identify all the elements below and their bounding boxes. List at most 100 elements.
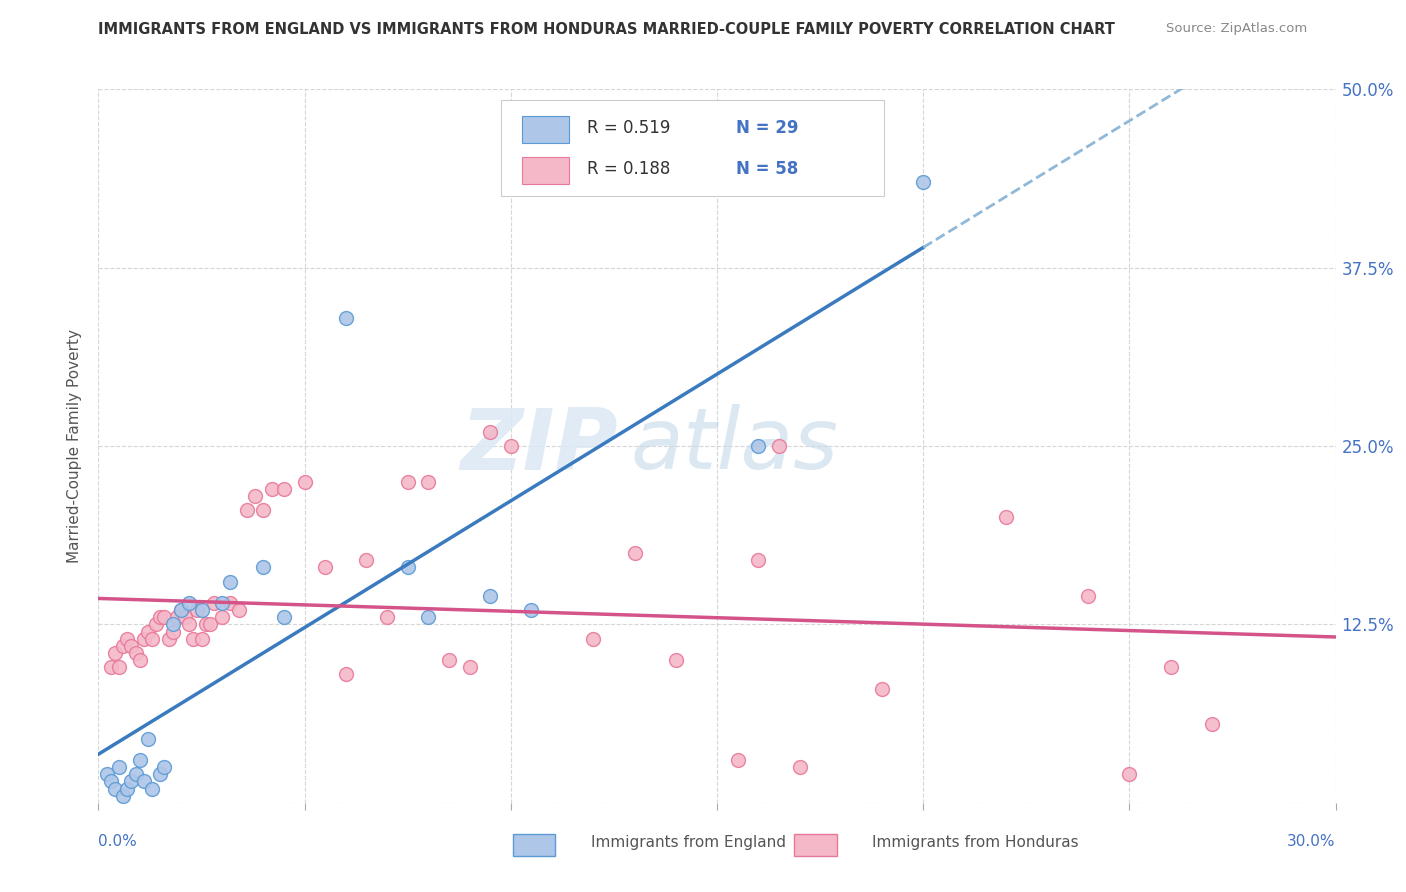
- Point: [520, 603, 543, 617]
- Point: [153, 610, 176, 624]
- Point: [112, 639, 135, 653]
- Point: [236, 503, 259, 517]
- Point: [458, 660, 481, 674]
- Point: [252, 503, 274, 517]
- Point: [260, 482, 283, 496]
- Point: [108, 660, 131, 674]
- Point: [117, 632, 139, 646]
- Point: [104, 781, 127, 796]
- Point: [141, 781, 163, 796]
- Point: [117, 781, 139, 796]
- Y-axis label: Married-Couple Family Poverty: Married-Couple Family Poverty: [67, 329, 83, 563]
- Point: [198, 617, 221, 632]
- Point: [211, 610, 233, 624]
- Point: [120, 639, 142, 653]
- Point: [437, 653, 460, 667]
- Point: [243, 489, 266, 503]
- Point: [112, 789, 135, 803]
- Point: [132, 774, 155, 789]
- Point: [479, 425, 502, 439]
- Point: [96, 767, 118, 781]
- Text: N = 58: N = 58: [735, 160, 797, 178]
- Point: [166, 610, 188, 624]
- Point: [219, 574, 242, 589]
- Point: [665, 653, 688, 667]
- Text: Source: ZipAtlas.com: Source: ZipAtlas.com: [1167, 22, 1308, 36]
- Point: [912, 175, 935, 189]
- Point: [162, 624, 184, 639]
- Point: [100, 774, 122, 789]
- Point: [104, 646, 127, 660]
- Point: [211, 596, 233, 610]
- Point: [157, 632, 180, 646]
- Point: [132, 632, 155, 646]
- Point: [418, 610, 440, 624]
- Point: [153, 760, 176, 774]
- Text: Immigrants from Honduras: Immigrants from Honduras: [872, 836, 1078, 850]
- Point: [582, 632, 605, 646]
- Point: [747, 439, 769, 453]
- Point: [108, 760, 131, 774]
- Point: [190, 603, 212, 617]
- Point: [1201, 717, 1223, 731]
- Text: R = 0.188: R = 0.188: [588, 160, 671, 178]
- Text: R = 0.519: R = 0.519: [588, 119, 671, 136]
- Point: [128, 653, 150, 667]
- Point: [128, 753, 150, 767]
- Point: [202, 596, 225, 610]
- Point: [479, 589, 502, 603]
- Point: [273, 482, 295, 496]
- Point: [314, 560, 336, 574]
- Point: [194, 617, 217, 632]
- Point: [136, 731, 159, 746]
- Point: [273, 610, 295, 624]
- Text: atlas: atlas: [630, 404, 838, 488]
- Point: [870, 681, 893, 696]
- Point: [499, 439, 522, 453]
- Point: [356, 553, 378, 567]
- Point: [120, 774, 142, 789]
- Text: N = 29: N = 29: [735, 119, 799, 136]
- Point: [294, 475, 316, 489]
- Point: [335, 310, 357, 325]
- Point: [170, 603, 193, 617]
- Point: [181, 632, 204, 646]
- Point: [219, 596, 242, 610]
- Point: [174, 610, 197, 624]
- Point: [747, 553, 769, 567]
- Text: ZIP: ZIP: [460, 404, 619, 488]
- Point: [252, 560, 274, 574]
- Point: [145, 617, 167, 632]
- Point: [179, 617, 201, 632]
- Point: [136, 624, 159, 639]
- Text: IMMIGRANTS FROM ENGLAND VS IMMIGRANTS FROM HONDURAS MARRIED-COUPLE FAMILY POVERT: IMMIGRANTS FROM ENGLAND VS IMMIGRANTS FR…: [98, 22, 1115, 37]
- Point: [186, 603, 208, 617]
- Point: [149, 610, 172, 624]
- Point: [727, 753, 749, 767]
- Point: [335, 667, 357, 681]
- Point: [1118, 767, 1140, 781]
- Point: [396, 560, 419, 574]
- FancyBboxPatch shape: [522, 157, 568, 185]
- Point: [623, 546, 645, 560]
- FancyBboxPatch shape: [522, 116, 568, 144]
- Point: [418, 475, 440, 489]
- Point: [170, 603, 193, 617]
- Point: [179, 596, 201, 610]
- Point: [789, 760, 811, 774]
- Point: [228, 603, 250, 617]
- Point: [100, 660, 122, 674]
- Text: Immigrants from England: Immigrants from England: [591, 836, 786, 850]
- Point: [1160, 660, 1182, 674]
- Text: 30.0%: 30.0%: [1288, 834, 1336, 849]
- Point: [768, 439, 790, 453]
- Point: [1077, 589, 1099, 603]
- FancyBboxPatch shape: [501, 100, 884, 196]
- Point: [141, 632, 163, 646]
- Text: 0.0%: 0.0%: [98, 834, 138, 849]
- Point: [124, 646, 146, 660]
- Point: [162, 617, 184, 632]
- Point: [396, 475, 419, 489]
- Point: [124, 767, 146, 781]
- Point: [994, 510, 1017, 524]
